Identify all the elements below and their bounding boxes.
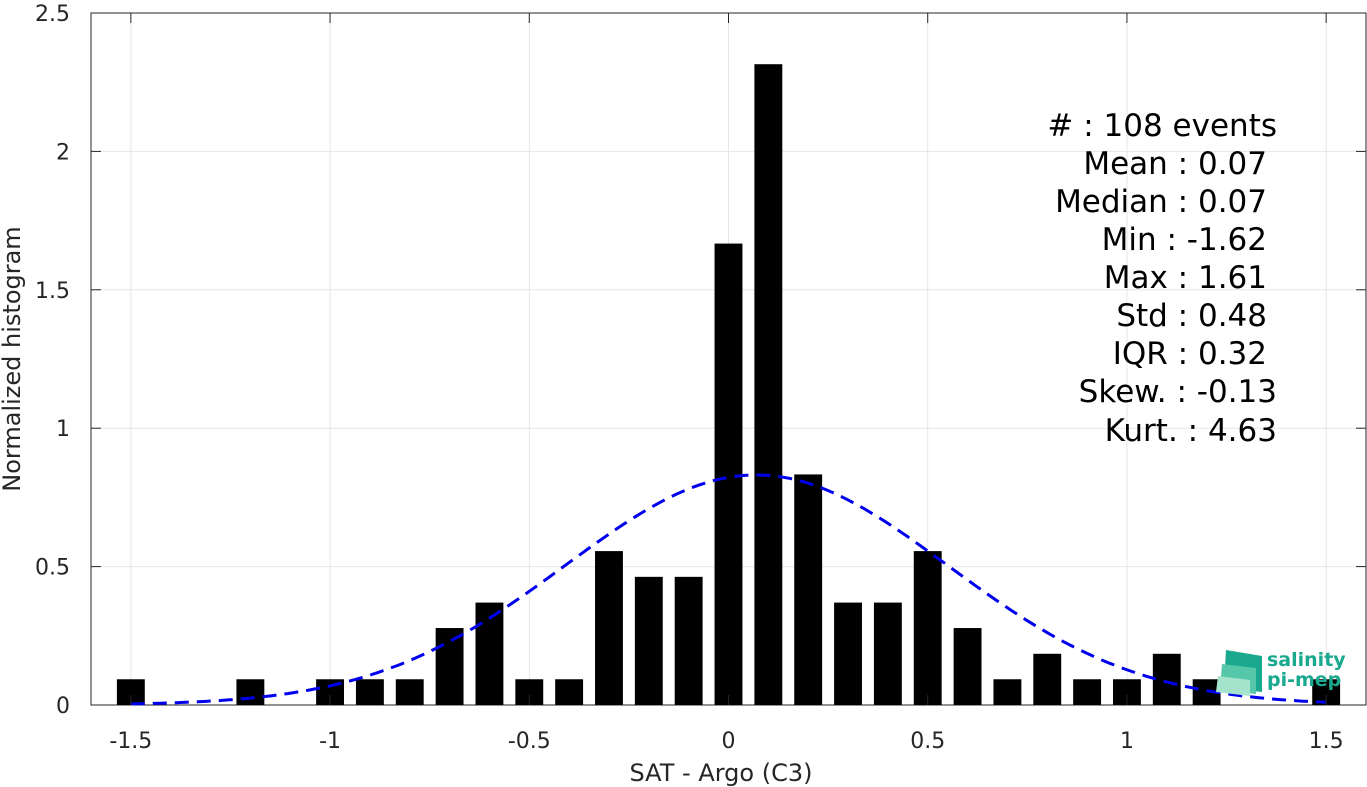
x-axis-label: SAT - Argo (C3) [630,759,813,787]
logo-text-pimep: pi-mep [1267,669,1341,691]
y-axis-label: Normalized histogram [0,226,26,491]
logo-wave-icon [1216,650,1262,696]
stats-min: Min : -1.62 [1102,222,1267,258]
histogram-bar [355,679,384,705]
y-tick-label: 2 [56,140,70,165]
axis-ticks [91,12,1366,706]
stats-events: # : 108 events [1047,108,1277,144]
logo-text-salinity: salinity [1267,649,1346,671]
x-tick-labels: -1.5 -1 -0.5 0 0.5 1 1.5 [109,729,1343,754]
histogram-bar [555,679,584,705]
histogram-bar [873,602,902,705]
histogram-bar [714,243,743,705]
gaussian-fit-curve [130,473,1327,706]
stats-iqr: IQR : 0.32 [1113,336,1267,372]
salinity-pimep-logo: salinity pi-mep [1216,649,1346,696]
y-tick-label: 1 [56,417,70,442]
histogram-bar [475,602,504,705]
x-tick-label: -1.5 [109,729,152,754]
y-tick-label: 0.5 [35,556,70,581]
histogram-bar [1033,653,1062,705]
stats-max: Max : 1.61 [1104,260,1267,296]
histogram-bar [1152,653,1181,705]
y-tick-label: 1.5 [35,279,70,304]
histogram-bar [435,628,464,705]
histogram-bar [953,628,982,705]
histogram-bar [754,64,783,705]
histogram-bar [794,474,823,705]
y-tick-label: 0 [56,694,70,719]
histogram-bar [236,679,265,705]
y-tick-label: 2.5 [35,2,70,27]
histogram-bar [1073,679,1102,705]
y-tick-labels: 0 0.5 1 1.5 2 2.5 [35,2,70,719]
stats-box: # : 108 events Mean : 0.07 Median : 0.07… [1047,108,1277,449]
x-tick-label: 0.5 [910,729,945,754]
histogram-bars [116,64,1341,705]
stats-median: Median : 0.07 [1055,184,1267,220]
x-tick-label: 0 [722,729,736,754]
x-tick-label: 1 [1120,729,1134,754]
histogram-bar [674,576,703,705]
x-tick-label: -1 [319,729,341,754]
histogram-bar [993,679,1022,705]
histogram-bar [634,576,663,705]
stats-skew: Skew. : -0.13 [1079,374,1277,410]
x-tick-label: -0.5 [508,729,551,754]
histogram-bar [395,679,424,705]
stats-std: Std : 0.48 [1116,298,1267,334]
histogram-bar [595,551,623,705]
histogram-bar [913,551,942,705]
stats-kurt: Kurt. : 4.63 [1105,413,1277,449]
stats-mean: Mean : 0.07 [1083,146,1267,182]
x-tick-label: 1.5 [1309,729,1344,754]
histogram-bar [834,602,862,705]
